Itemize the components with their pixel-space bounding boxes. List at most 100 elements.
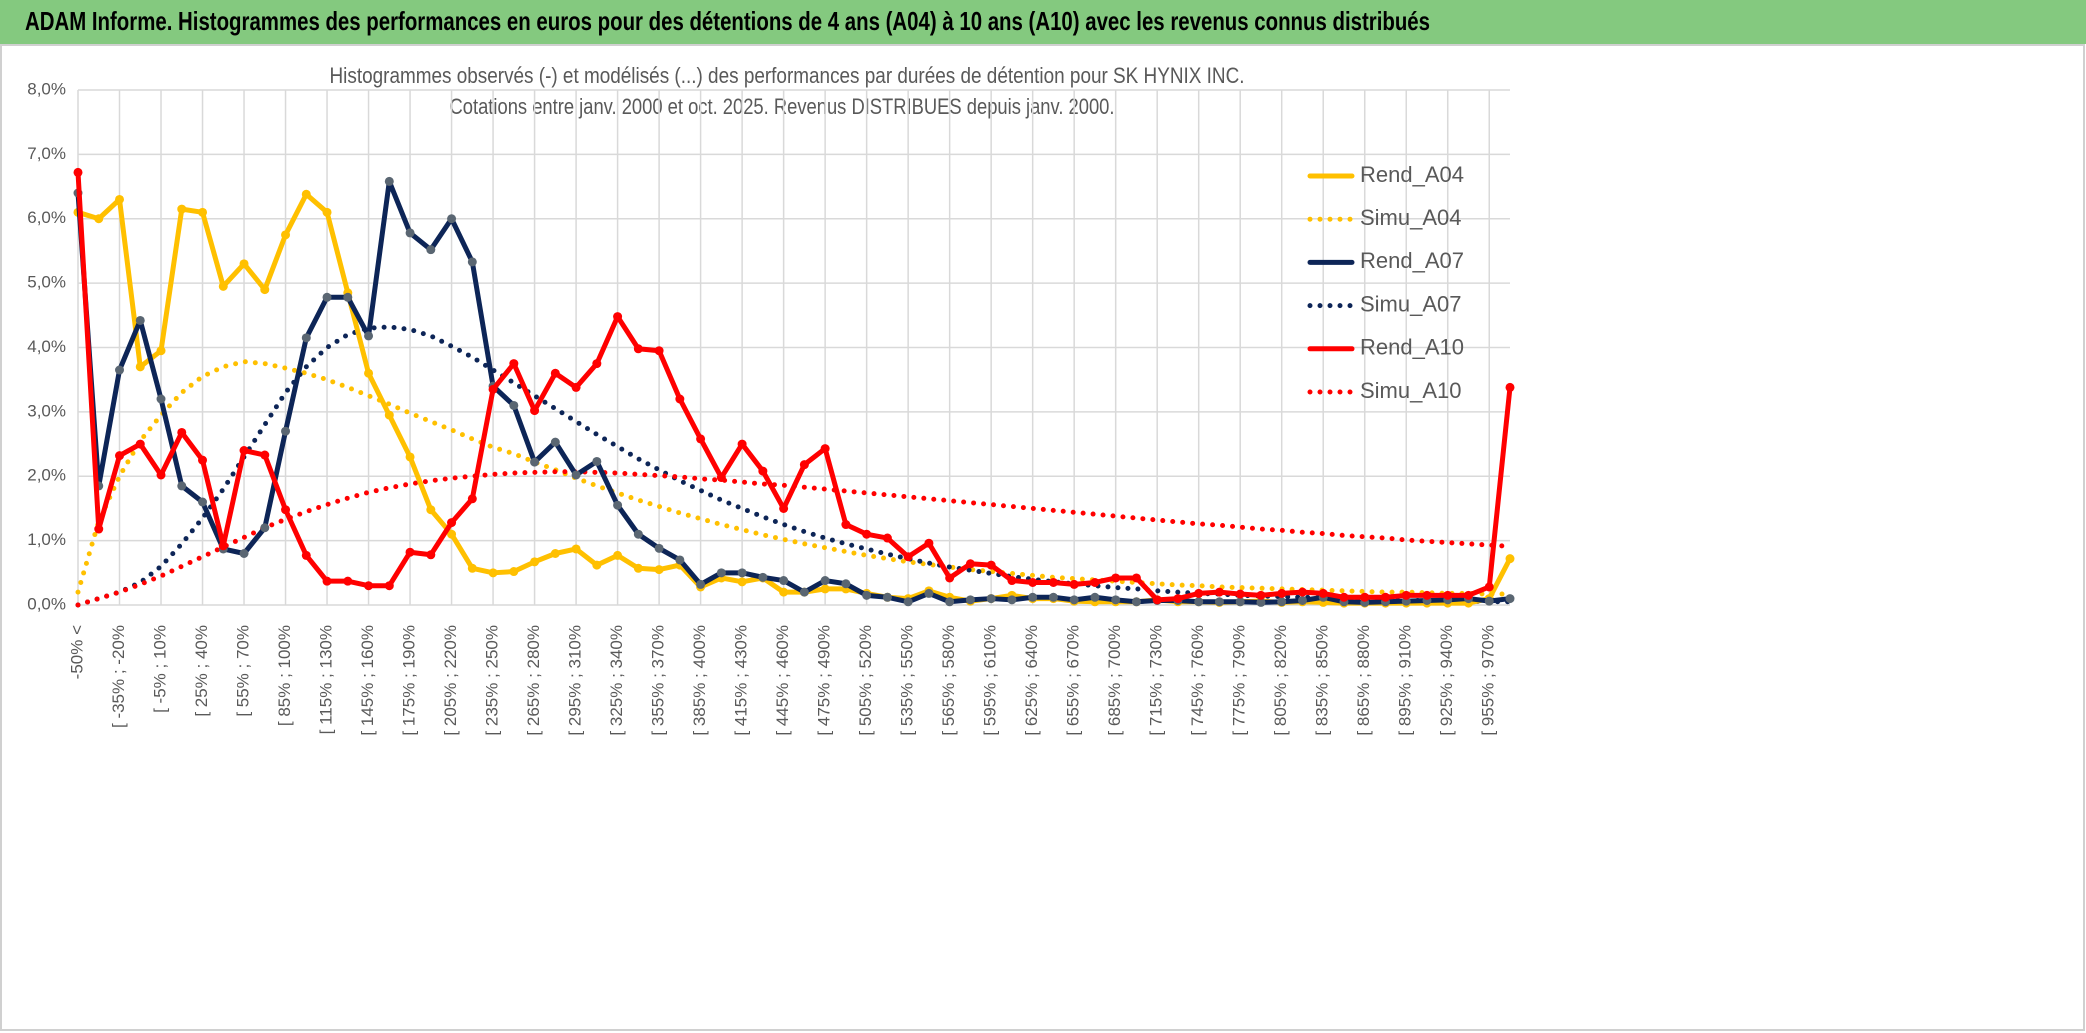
y-tick-label: 7,0%	[27, 144, 66, 163]
header-bar	[0, 0, 2086, 44]
point-marker	[779, 576, 789, 586]
x-tick-label: [ 865% ; 880%	[1354, 625, 1373, 736]
y-tick-label: 0,0%	[27, 594, 66, 613]
point-marker	[571, 470, 581, 480]
point-marker	[820, 584, 830, 594]
point-marker	[862, 529, 872, 539]
observed-line	[75, 169, 1513, 603]
point-marker	[1028, 592, 1038, 602]
point-marker	[343, 576, 353, 586]
point-marker	[1131, 597, 1141, 607]
point-marker	[281, 426, 291, 436]
x-tick-label: [ 25% ; 40%	[192, 625, 211, 717]
point-marker	[1007, 576, 1017, 586]
x-tick-label: [ 85% ; 100%	[275, 625, 294, 726]
point-marker	[779, 503, 789, 513]
point-marker	[550, 437, 560, 447]
point-marker	[571, 382, 581, 392]
point-marker	[364, 331, 374, 341]
x-tick-label: -50% <	[67, 625, 86, 679]
point-marker	[447, 214, 457, 224]
point-marker	[530, 557, 540, 567]
point-marker	[1111, 573, 1121, 583]
point-marker	[1297, 595, 1307, 605]
point-marker	[467, 257, 477, 267]
x-tick-label: [ 565% ; 580%	[939, 625, 958, 736]
point-marker	[447, 518, 457, 528]
point-marker	[1214, 587, 1224, 597]
point-marker	[1360, 592, 1370, 602]
point-marker	[862, 590, 872, 600]
point-marker	[737, 568, 747, 578]
point-marker	[135, 315, 145, 325]
point-marker	[1297, 587, 1307, 597]
x-tick-label: [ 175% ; 190%	[400, 625, 419, 736]
point-marker	[135, 362, 145, 372]
point-marker	[1194, 597, 1204, 607]
x-tick-label: [ 295% ; 310%	[566, 625, 585, 736]
point-marker	[1277, 588, 1287, 598]
point-marker	[343, 292, 353, 302]
legend-label: Rend_A04	[1360, 162, 1464, 187]
point-marker	[924, 538, 934, 548]
x-tick-label: [ 235% ; 250%	[483, 625, 502, 736]
point-marker	[1484, 582, 1494, 592]
point-marker	[301, 189, 311, 199]
point-marker	[218, 541, 228, 551]
point-marker	[1443, 590, 1453, 600]
x-tick-label: [ 265% ; 280%	[524, 625, 543, 736]
x-tick-label: [ 625% ; 640%	[1022, 625, 1041, 736]
point-marker	[1111, 595, 1121, 605]
y-tick-label: 8,0%	[27, 79, 66, 98]
point-marker	[1048, 592, 1058, 602]
point-marker	[1048, 577, 1058, 587]
x-tick-label: [ 115% ; 130%	[317, 625, 336, 734]
y-tick-label: 6,0%	[27, 208, 66, 227]
point-marker	[654, 565, 664, 575]
point-marker	[177, 481, 187, 491]
point-marker	[613, 312, 623, 322]
point-marker	[986, 560, 996, 570]
point-marker	[115, 365, 125, 375]
point-marker	[550, 368, 560, 378]
point-marker	[426, 505, 436, 515]
point-marker	[716, 473, 726, 483]
point-marker	[530, 406, 540, 416]
point-marker	[156, 346, 166, 356]
x-tick-label: [ 745% ; 760%	[1188, 625, 1207, 736]
point-marker	[322, 292, 332, 302]
point-marker	[467, 563, 477, 573]
point-marker	[364, 368, 374, 378]
point-marker	[903, 597, 913, 607]
point-marker	[384, 176, 394, 186]
legend-label: Rend_A07	[1360, 248, 1464, 273]
x-tick-label: [ 595% ; 610%	[981, 625, 1000, 736]
point-marker	[530, 457, 540, 467]
point-marker	[571, 544, 581, 554]
point-marker	[198, 455, 208, 465]
point-marker	[1090, 592, 1100, 602]
point-marker	[94, 524, 104, 534]
point-marker	[696, 579, 706, 589]
point-marker	[177, 204, 187, 214]
point-marker	[1028, 577, 1038, 587]
point-marker	[322, 576, 332, 586]
x-tick-label: [ 925% ; 940%	[1437, 625, 1456, 736]
point-marker	[1069, 595, 1079, 605]
point-marker	[903, 552, 913, 562]
point-marker	[675, 394, 685, 404]
x-tick-label: [ 385% ; 400%	[690, 625, 709, 736]
point-marker	[94, 214, 104, 224]
point-marker	[1131, 573, 1141, 583]
x-tick-label: [ 805% ; 820%	[1271, 625, 1290, 736]
point-marker	[965, 559, 975, 569]
x-tick-label: [ 445% ; 460%	[773, 625, 792, 736]
point-marker	[1069, 579, 1079, 589]
x-tick-label: [ 835% ; 850%	[1313, 625, 1332, 736]
point-marker	[758, 466, 768, 476]
x-tick-label: [ 475% ; 490%	[815, 625, 834, 736]
point-marker	[965, 595, 975, 605]
point-marker	[675, 555, 685, 565]
x-tick-label: [ 55% ; 70%	[234, 625, 253, 717]
